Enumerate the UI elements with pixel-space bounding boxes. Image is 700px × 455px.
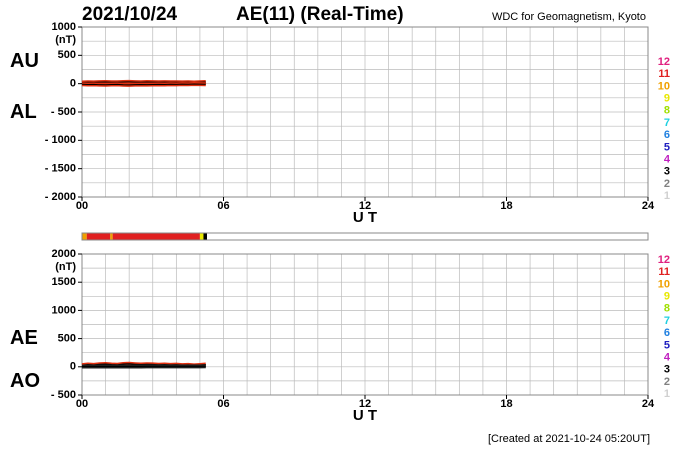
station-label: 5 [664,339,670,351]
station-segment [87,233,111,240]
station-label: 1 [664,388,670,400]
station-label: 10 [658,80,670,92]
station-segment [82,233,87,240]
station-label: 12 [658,254,670,266]
station-label: 11 [658,68,670,80]
unit-label: (nT) [55,261,76,273]
y-tick-label: 1500 [52,276,76,288]
station-label: 7 [664,117,670,129]
station-label: 3 [664,364,670,376]
station-label: 2 [664,376,670,388]
station-label: 7 [664,315,670,327]
station-label: 6 [664,129,670,141]
series-name: AL [10,101,37,123]
unit-label: (nT) [55,34,76,46]
y-tick-label: 2000 [52,248,76,260]
series-name: AU [10,50,39,72]
y-tick-label: 0 [70,78,76,90]
y-tick-label: 0 [70,361,76,373]
y-tick-label: 500 [58,49,76,61]
station-segment [203,233,207,240]
station-label: 9 [664,93,670,105]
source: WDC for Geomagnetism, Kyoto [492,11,646,23]
x-tick-label: 00 [76,398,88,410]
station-label: 4 [664,352,671,364]
x-axis-label: U T [353,407,377,424]
y-tick-label: - 500 [51,106,76,118]
station-label: 10 [658,278,670,290]
y-tick-label: 1000 [52,304,76,316]
station-label: 2 [664,178,670,190]
series-name: AE [10,327,38,349]
x-tick-label: 06 [217,200,229,212]
station-label: 12 [658,56,670,68]
y-tick-label: - 2000 [45,191,76,203]
station-label: 8 [664,105,670,117]
x-tick-label: 24 [642,200,655,212]
station-label: 8 [664,303,670,315]
x-axis-label: U T [353,209,377,226]
footer: [Created at 2021-10-24 05:20UT] [488,433,650,445]
y-tick-label: - 1500 [45,163,76,175]
x-tick-label: 18 [500,200,512,212]
station-segment [113,233,200,240]
station-label: 9 [664,291,670,303]
station-label: 5 [664,141,670,153]
series-name: AO [10,370,40,392]
y-tick-label: - 500 [51,389,76,401]
x-tick-label: 06 [217,398,229,410]
station-label: 1 [664,190,670,202]
y-tick-label: 1000 [52,21,76,33]
station-segment [110,233,112,240]
chart-title: AE(11) (Real-Time) [236,4,404,25]
station-segment [200,233,204,240]
y-tick-label: 500 [58,333,76,345]
y-tick-label: - 1000 [45,134,76,146]
station-label: 6 [664,327,670,339]
x-tick-label: 00 [76,200,88,212]
date: 2021/10/24 [82,4,178,25]
x-tick-label: 24 [642,398,655,410]
station-label: 11 [658,266,670,278]
station-label: 3 [664,166,670,178]
station-label: 4 [664,154,671,166]
x-tick-label: 18 [500,398,512,410]
